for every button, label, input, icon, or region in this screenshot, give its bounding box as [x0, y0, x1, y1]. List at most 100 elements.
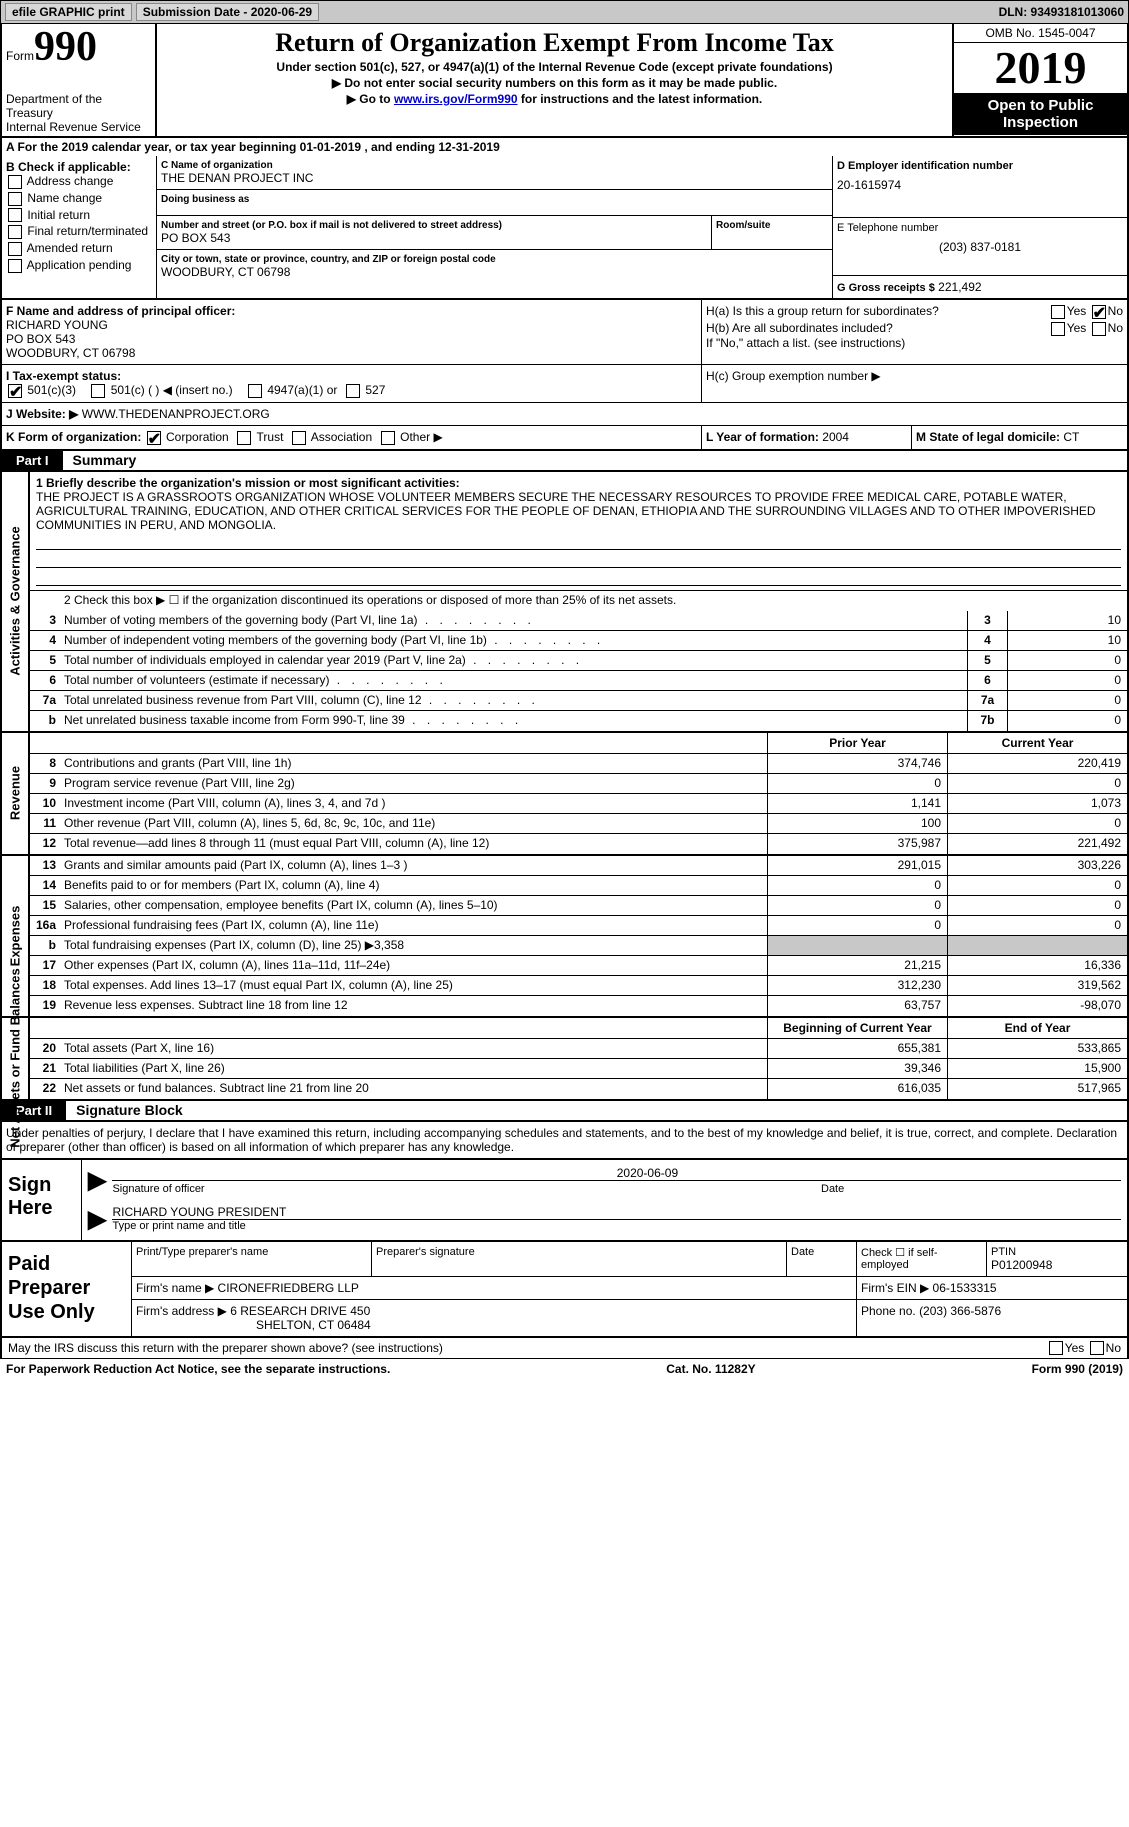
ein-value: 20-1615974: [837, 178, 1123, 192]
fin-row: 12Total revenue—add lines 8 through 11 (…: [30, 834, 1127, 854]
footer: For Paperwork Reduction Act Notice, see …: [0, 1359, 1129, 1379]
fin-row: 13Grants and similar amounts paid (Part …: [30, 856, 1127, 876]
exp-section: Expenses 13Grants and similar amounts pa…: [0, 856, 1129, 1018]
hc-label: H(c) Group exemption number ▶: [706, 369, 881, 383]
gov-row: 6Total number of volunteers (estimate if…: [30, 671, 1127, 691]
box-b-opt[interactable]: Final return/terminated: [6, 224, 152, 239]
firm-addr: 6 RESEARCH DRIVE 450: [230, 1304, 370, 1318]
irs-link[interactable]: www.irs.gov/Form990: [394, 92, 518, 106]
chk-assoc[interactable]: [292, 431, 306, 445]
sign-date: 2020-06-09: [617, 1166, 1121, 1180]
phone-label: E Telephone number: [837, 222, 1123, 234]
box-b-title: B Check if applicable:: [6, 160, 152, 174]
eoy-hdr: End of Year: [947, 1018, 1127, 1038]
fin-row: 22Net assets or fund balances. Subtract …: [30, 1079, 1127, 1099]
fin-row: 16aProfessional fundraising fees (Part I…: [30, 916, 1127, 936]
instr-link: ▶ Go to www.irs.gov/Form990 for instruct…: [161, 92, 948, 106]
part1-tab: Part I: [2, 451, 63, 470]
officer-addr: PO BOX 543: [6, 332, 697, 346]
sig-date-label: Date: [821, 1183, 1121, 1195]
na-section: Net Assets or Fund Balances Beginning of…: [0, 1018, 1129, 1101]
chk-corp[interactable]: [147, 431, 161, 445]
firm-addr-label: Firm's address ▶: [136, 1304, 227, 1318]
domicile: CT: [1063, 430, 1079, 444]
prep-h2: Preparer's signature: [376, 1246, 782, 1258]
firm-name: CIRONEFRIEDBERG LLP: [218, 1281, 359, 1295]
chk-trust[interactable]: [237, 431, 251, 445]
fin-row: 10Investment income (Part VIII, column (…: [30, 794, 1127, 814]
gov-row: bNet unrelated business taxable income f…: [30, 711, 1127, 731]
dept-treasury: Department of the Treasury Internal Reve…: [6, 92, 151, 134]
fin-row: 9Program service revenue (Part VIII, lin…: [30, 774, 1127, 794]
line-a: A For the 2019 calendar year, or tax yea…: [0, 138, 1129, 156]
irs-discuss-row: May the IRS discuss this return with the…: [0, 1338, 1129, 1360]
box-b-opt[interactable]: Initial return: [6, 208, 152, 223]
instr-ssn: ▶ Do not enter social security numbers o…: [161, 76, 948, 90]
footer-left: For Paperwork Reduction Act Notice, see …: [6, 1362, 390, 1376]
officer-name-title: RICHARD YOUNG PRESIDENT: [112, 1205, 1121, 1220]
open-inspection: Open to Public Inspection: [954, 93, 1127, 135]
chk-501c3[interactable]: [8, 384, 22, 398]
form-header: Form990 Department of the Treasury Inter…: [0, 24, 1129, 138]
part2-header: Part II Signature Block: [0, 1101, 1129, 1122]
hb-label: H(b) Are all subordinates included?: [706, 321, 893, 336]
box-b-opt[interactable]: Amended return: [6, 241, 152, 256]
row-i: I Tax-exempt status: 501(c)(3) 501(c) ( …: [2, 365, 1127, 403]
chk-other[interactable]: [381, 431, 395, 445]
firm-ein-label: Firm's EIN ▶: [861, 1281, 929, 1295]
i-label: I Tax-exempt status:: [6, 369, 121, 383]
website[interactable]: WWW.THEDENANPROJECT.ORG: [82, 407, 270, 421]
firm-city: SHELTON, CT 06484: [256, 1318, 371, 1332]
fin-row: 15Salaries, other compensation, employee…: [30, 896, 1127, 916]
prior-year-hdr: Prior Year: [767, 733, 947, 753]
ptin-label: PTIN: [991, 1246, 1123, 1258]
fin-row: 20Total assets (Part X, line 16) 655,381…: [30, 1039, 1127, 1059]
discuss-yes[interactable]: [1049, 1341, 1063, 1355]
j-label: J Website: ▶: [6, 407, 78, 421]
gov-row: 4Number of independent voting members of…: [30, 631, 1127, 651]
ha-no[interactable]: [1092, 305, 1106, 319]
gov-row: 7aTotal unrelated business revenue from …: [30, 691, 1127, 711]
efile-button[interactable]: efile GRAPHIC print: [5, 3, 132, 21]
box-b-opt[interactable]: Name change: [6, 191, 152, 206]
officer-name: RICHARD YOUNG: [6, 318, 697, 332]
chk-4947[interactable]: [248, 384, 262, 398]
firm-phone-label: Phone no.: [861, 1304, 916, 1318]
header-bar: efile GRAPHIC print Submission Date - 20…: [0, 0, 1129, 24]
rot-exp: Expenses: [8, 905, 23, 966]
form-number: 990: [34, 24, 97, 70]
current-year-hdr: Current Year: [947, 733, 1127, 753]
hb-note: If "No," attach a list. (see instruction…: [706, 336, 1123, 350]
form-label: Form: [6, 49, 34, 63]
box-b-opt[interactable]: Application pending: [6, 258, 152, 273]
chk-527[interactable]: [346, 384, 360, 398]
omb-number: OMB No. 1545-0047: [954, 24, 1127, 43]
ein-label: D Employer identification number: [837, 160, 1123, 172]
chk-501c[interactable]: [91, 384, 105, 398]
discuss-no[interactable]: [1090, 1341, 1104, 1355]
part2-title: Signature Block: [66, 1102, 183, 1118]
hb-no[interactable]: [1092, 322, 1106, 336]
discuss-text: May the IRS discuss this return with the…: [8, 1341, 1047, 1355]
city-value: WOODBURY, CT 06798: [161, 265, 828, 279]
prep-h4: Check ☐ if self-employed: [857, 1242, 987, 1276]
fin-row: 21Total liabilities (Part X, line 26) 39…: [30, 1059, 1127, 1079]
rot-na: Net Assets or Fund Balances: [8, 968, 23, 1147]
gov-section: Activities & Governance 1 Briefly descri…: [0, 472, 1129, 733]
ha-yes[interactable]: [1051, 305, 1065, 319]
firm-name-label: Firm's name ▶: [136, 1281, 214, 1295]
preparer-block: Paid Preparer Use Only Print/Type prepar…: [0, 1242, 1129, 1338]
footer-right: Form 990 (2019): [1032, 1362, 1123, 1376]
c-name-label: C Name of organization: [161, 160, 828, 171]
sign-here-label: Sign Here: [2, 1160, 82, 1240]
officer-name-label: Type or print name and title: [112, 1220, 1121, 1232]
box-b-opt[interactable]: Address change: [6, 174, 152, 189]
year-formation: 2004: [822, 430, 849, 444]
hb-yes[interactable]: [1051, 322, 1065, 336]
org-name: THE DENAN PROJECT INC: [161, 171, 828, 185]
mission-text: THE PROJECT IS A GRASSROOTS ORGANIZATION…: [36, 490, 1121, 532]
room-label: Room/suite: [716, 220, 828, 231]
perjury-text: Under penalties of perjury, I declare th…: [0, 1122, 1129, 1160]
fin-row: 18Total expenses. Add lines 13–17 (must …: [30, 976, 1127, 996]
f-label: F Name and address of principal officer:: [6, 304, 697, 318]
